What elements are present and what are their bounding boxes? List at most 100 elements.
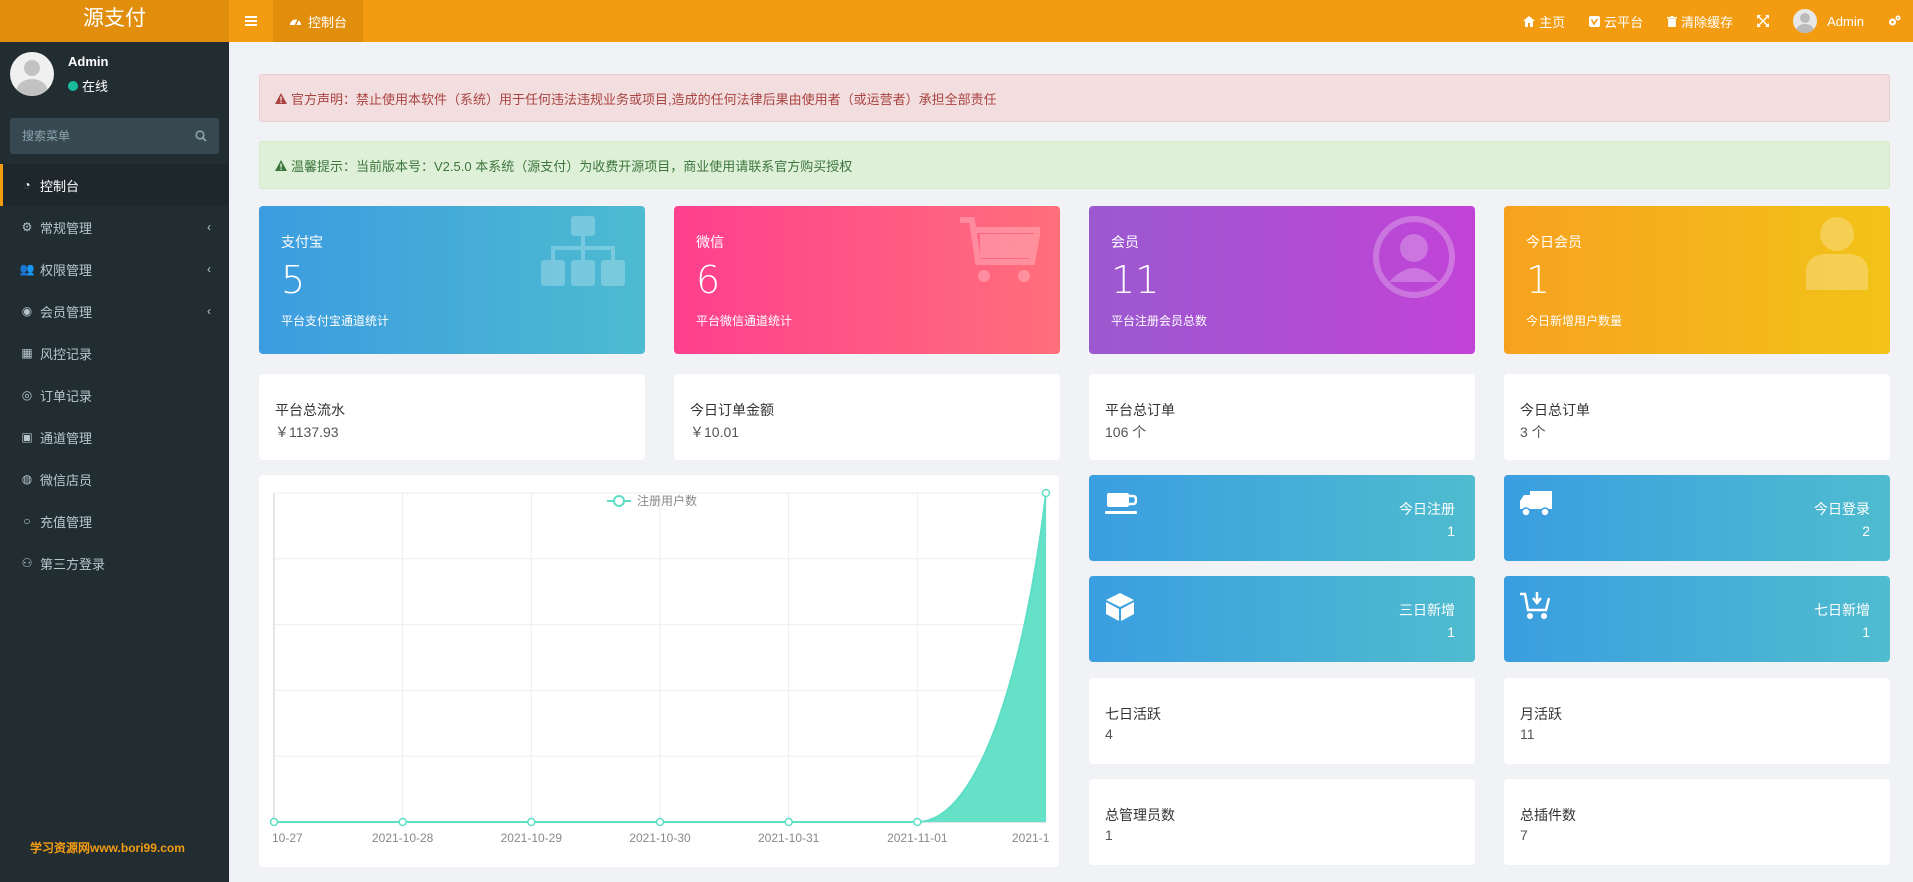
data-point: [784, 817, 793, 827]
mini-title: 今日登录: [1814, 501, 1870, 517]
stat-title: 支付宝: [281, 234, 323, 250]
sidebar-item-label: 第三方登录: [40, 556, 106, 572]
fullscreen-button[interactable]: [1745, 0, 1781, 42]
x-tick-label: 2021-10-31: [758, 831, 820, 845]
user-menu[interactable]: Admin: [1781, 0, 1876, 42]
chart-svg: 10-27 2021-10-28 2021-10-29 2021-10-30 2021-…: [269, 488, 1051, 845]
nav-home-link[interactable]: 主页: [1511, 0, 1577, 42]
cube-icon: [1106, 593, 1134, 621]
cart-icon: [960, 217, 1040, 282]
mini-title: 三日新增: [1399, 602, 1455, 618]
sidebar-item-8[interactable]: ○ 充值管理: [0, 500, 229, 542]
sidebar-item-2[interactable]: 👥 权限管理 ‹: [0, 248, 229, 290]
sidebar-item-label: 充值管理: [40, 514, 93, 530]
series-line: [274, 492, 1047, 823]
data-point: [527, 817, 536, 827]
card-value: 3 个: [1520, 424, 1546, 440]
sidebar-user-name: Admin: [68, 54, 109, 69]
group-icon: 👥: [19, 262, 35, 276]
sidebar-item-9[interactable]: ⚇ 第三方登录: [0, 542, 229, 584]
vimeo-icon: [1589, 15, 1601, 27]
menu-search: [10, 118, 219, 154]
card-value: 1: [1105, 827, 1113, 843]
card-title: 七日活跃: [1105, 706, 1161, 722]
user-circle-icon: ◉: [21, 304, 33, 318]
data-point: [269, 817, 279, 827]
sidebar-toggle-button[interactable]: [229, 0, 273, 42]
sitemap-icon: [541, 216, 625, 286]
x-tick-label: 2021-1: [1012, 831, 1050, 845]
sidebar-item-5[interactable]: ◎ 订单记录: [0, 374, 229, 416]
hamburger-icon: [245, 16, 257, 26]
stat-value: 1: [1526, 258, 1551, 302]
avatar: [10, 52, 54, 96]
tab-dashboard[interactable]: 控制台: [273, 0, 364, 42]
settings-button[interactable]: [1876, 0, 1913, 42]
data-point: [655, 817, 665, 827]
sidebar-item-3[interactable]: ◉ 会员管理 ‹: [0, 290, 229, 332]
circle-icon: ○: [23, 514, 31, 528]
chevron-left-icon: ‹: [207, 220, 211, 234]
sidebar-item-label: 权限管理: [40, 262, 93, 278]
x-tick-label: 2021-10-30: [629, 831, 691, 845]
search-input[interactable]: [22, 129, 195, 143]
stat-value: 6: [696, 258, 721, 302]
sidebar: Admin 在线 ◔ 控制台 ⚙ 常规管理 ‹ 👥 权限管理 ‹ ◉ 会员管理 ‹ ▦ 风控记录 ◎ 订单记…: [0, 42, 229, 882]
card-value: ￥10.01: [690, 424, 740, 440]
card-value: 7: [1520, 827, 1528, 843]
mini-card-seven-day-new: 七日新增 1: [1504, 576, 1890, 662]
stat-title: 今日会员: [1526, 234, 1582, 250]
sidebar-item-1[interactable]: ⚙ 常规管理 ‹: [0, 206, 229, 248]
mini-title: 七日新增: [1814, 602, 1870, 618]
sidebar-item-label: 通道管理: [40, 430, 93, 446]
expand-icon: [1757, 15, 1770, 27]
alert-success-text: 温馨提示：当前版本号：V2.5.0 本系统（源支付）为收费开源项目，商业使用请联…: [291, 158, 853, 174]
registered-users-chart: 10-27 2021-10-28 2021-10-29 2021-10-30 2021-…: [259, 475, 1059, 867]
sidebar-item-6[interactable]: ▣ 通道管理: [0, 416, 229, 458]
card-value: 11: [1520, 726, 1535, 742]
stat-desc: 平台微信通道统计: [696, 314, 793, 328]
top-nav: 主页 云平台 清除缓存 Admin: [1511, 0, 1913, 42]
app-logo[interactable]: 源支付: [0, 0, 229, 42]
k-square-icon: ▣: [21, 430, 33, 444]
stat-card-alipay: 支付宝 5 平台支付宝通道统计: [259, 206, 645, 354]
dashboard-icon: ◔: [23, 178, 31, 192]
card-value: 4: [1105, 726, 1113, 742]
footer-brand: 学习资源网www.bori99.com: [30, 841, 185, 855]
x-tick-label: 2021-10-28: [372, 831, 434, 845]
sidebar-item-7[interactable]: ◍ 微信店员: [0, 458, 229, 500]
mini-card-three-day-new: 三日新增 1: [1089, 576, 1475, 662]
chevron-left-icon: ‹: [207, 304, 211, 318]
users-icon: ⚇: [21, 556, 33, 570]
nav-home-label: 主页: [1539, 14, 1566, 30]
nav-cloud-platform-link[interactable]: 云平台: [1577, 0, 1655, 42]
card-total-admins: 总管理员数 1: [1089, 779, 1475, 865]
mini-value: 1: [1447, 523, 1455, 539]
sidebar-item-0[interactable]: ◔ 控制台: [0, 164, 229, 206]
card-title: 今日订单金额: [690, 402, 774, 418]
sidebar-item-4[interactable]: ▦ 风控记录: [0, 332, 229, 374]
alert-danger: 官方声明：禁止使用本软件（系统）用于任何违法违规业务或项目,造成的任何法律后果由…: [259, 74, 1890, 122]
x-tick-label: 10-27: [272, 831, 303, 845]
mini-value: 1: [1862, 624, 1870, 640]
stat-title: 会员: [1111, 234, 1139, 250]
alert-success: 温馨提示：当前版本号：V2.5.0 本系统（源支付）为收费开源项目，商业使用请联…: [259, 141, 1890, 189]
data-point: [398, 817, 407, 827]
avatar: [1793, 9, 1818, 33]
card-title: 平台总流水: [275, 402, 345, 418]
sidebar-item-label: 订单记录: [40, 388, 93, 404]
user-circle-icon: [1373, 216, 1455, 298]
mini-card-today-register: 今日注册 1: [1089, 475, 1475, 561]
card-monthly-active: 月活跃 11: [1504, 678, 1890, 764]
card-today-order-amount: 今日订单金额 ￥10.01: [674, 374, 1060, 460]
nav-clear-cache-link[interactable]: 清除缓存: [1655, 0, 1745, 42]
card-seven-day-active: 七日活跃 4: [1089, 678, 1475, 764]
x-tick-label: 2021-10-29: [501, 831, 563, 845]
stat-card-members: 会员 11 平台注册会员总数: [1089, 206, 1475, 354]
card-title: 今日总订单: [1520, 402, 1590, 418]
sidebar-menu: ◔ 控制台 ⚙ 常规管理 ‹ 👥 权限管理 ‹ ◉ 会员管理 ‹ ▦ 风控记录 ◎ 订单记录 ▣ 通道管理 ◍ 微信…: [0, 164, 229, 584]
cogs-icon: ⚙: [21, 220, 33, 234]
search-icon[interactable]: [195, 130, 207, 142]
sidebar-item-label: 会员管理: [40, 304, 93, 320]
nav-clear-cache-label: 清除缓存: [1681, 14, 1734, 30]
